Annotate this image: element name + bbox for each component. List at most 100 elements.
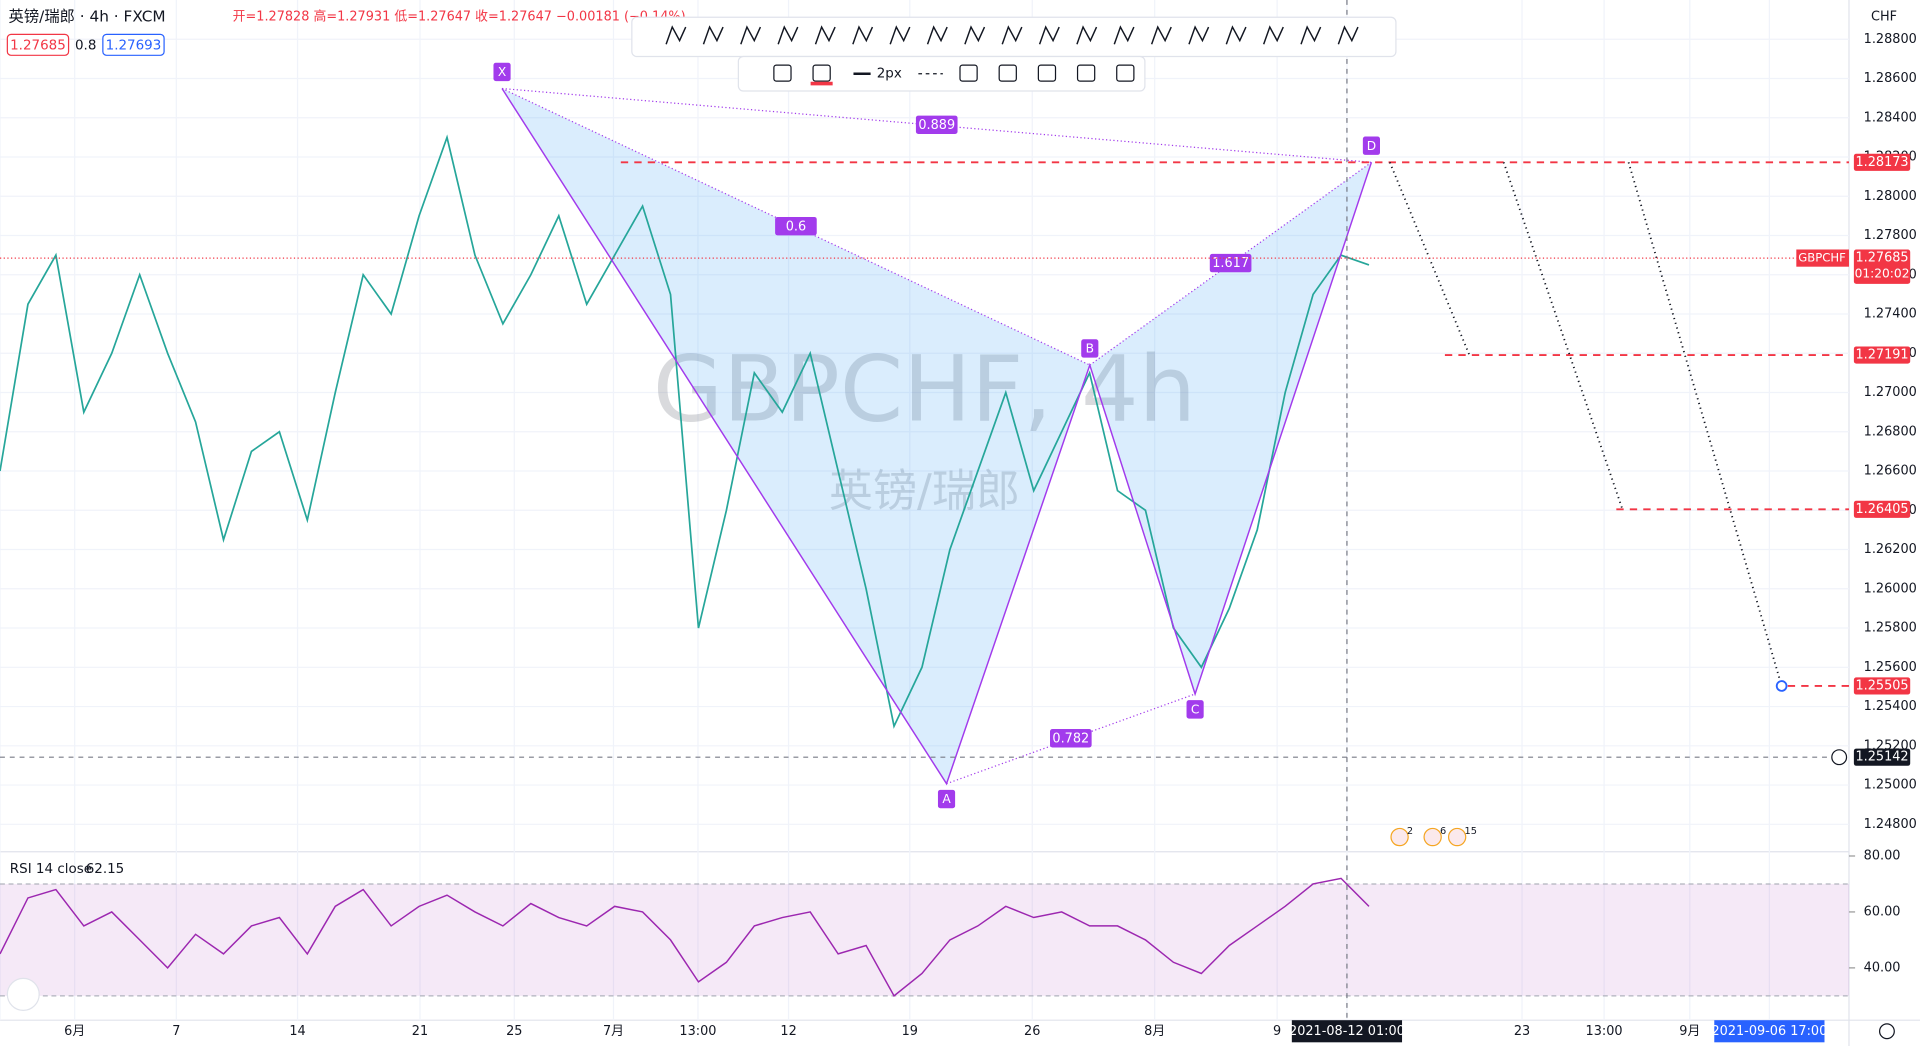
tool-button[interactable] bbox=[1116, 64, 1135, 82]
tool-button[interactable] bbox=[1300, 25, 1322, 45]
ratio-label: 1.617 bbox=[1212, 256, 1249, 271]
line-width[interactable]: 2px bbox=[877, 66, 902, 82]
x-tick-label: 23 bbox=[1514, 1024, 1530, 1039]
level-tag bbox=[1853, 153, 1911, 171]
crosshair-plus[interactable] bbox=[1831, 749, 1848, 766]
x-highlight-bg bbox=[1291, 1020, 1403, 1043]
y-tick-label: 1.28400 bbox=[1864, 110, 1917, 125]
target-handle[interactable] bbox=[1775, 680, 1788, 692]
event-icon[interactable] bbox=[1447, 827, 1467, 847]
tool-button[interactable] bbox=[1188, 25, 1210, 45]
point-badge bbox=[1186, 700, 1204, 719]
event-icon[interactable] bbox=[1423, 827, 1442, 847]
y-tick-label: 1.26000 bbox=[1864, 581, 1917, 596]
x-highlight: 2021-08-12 01:00 bbox=[1289, 1024, 1405, 1039]
ratio-label: 0.782 bbox=[1052, 731, 1089, 746]
rsi-tick-label: 40.00 bbox=[1864, 960, 1901, 975]
y-tick-label: 1.25600 bbox=[1864, 660, 1917, 675]
y-tick-label: 1.25800 bbox=[1864, 621, 1917, 636]
ohlc: 开=1.27828 高=1.27931 低=1.27647 收=1.27647 … bbox=[233, 9, 686, 25]
event-icon[interactable] bbox=[1390, 827, 1409, 847]
settings[interactable] bbox=[1878, 1023, 1895, 1040]
point-label: B bbox=[1086, 342, 1094, 356]
x-tick-label: 21 bbox=[412, 1024, 428, 1039]
tool-button[interactable] bbox=[702, 25, 724, 45]
symbol[interactable]: 英镑/瑞郎 · 4h · FXCM bbox=[9, 8, 166, 26]
y-tick-label: 1.26800 bbox=[1864, 424, 1917, 439]
x-highlight: 2021-09-06 17:00 bbox=[1711, 1024, 1827, 1039]
tool-button[interactable] bbox=[777, 25, 799, 45]
x-tick-label: 7月 bbox=[603, 1024, 624, 1039]
rsi-band bbox=[0, 883, 1849, 996]
y-tick-label: 1.24800 bbox=[1864, 817, 1917, 832]
ratio-badge bbox=[1050, 729, 1092, 748]
point-label: D bbox=[1367, 139, 1376, 153]
level-label: 1.27191 bbox=[1855, 348, 1908, 363]
rsi-line bbox=[0, 877, 1370, 997]
tv-logo bbox=[6, 977, 40, 1011]
tool-button[interactable] bbox=[1038, 25, 1060, 45]
x-tick-label: 13:00 bbox=[1586, 1024, 1623, 1039]
watermark-sub: 英镑/瑞郎 bbox=[829, 466, 1020, 517]
price-line bbox=[0, 134, 1370, 729]
tool-button[interactable] bbox=[1225, 25, 1247, 45]
y-tick-label: 1.25400 bbox=[1864, 699, 1917, 714]
x-tick-label: 9月 bbox=[1679, 1024, 1700, 1039]
pattern-xab bbox=[502, 88, 1090, 784]
tool-button[interactable] bbox=[889, 25, 911, 45]
ratio-line bbox=[501, 87, 1091, 366]
point-badge bbox=[1081, 339, 1099, 358]
tool-button[interactable] bbox=[1150, 25, 1172, 45]
y-tick-label: 1.26200 bbox=[1864, 542, 1917, 557]
tool-button[interactable] bbox=[812, 64, 831, 82]
y-tick-label: 1.26600 bbox=[1864, 464, 1917, 479]
point-label: C bbox=[1191, 702, 1200, 716]
y-tick-label: 1.27800 bbox=[1864, 228, 1917, 243]
tool-button[interactable] bbox=[1262, 25, 1284, 45]
tool-button[interactable] bbox=[998, 64, 1017, 82]
rsi-tick-label: 80.00 bbox=[1864, 848, 1901, 863]
tool-button[interactable] bbox=[1113, 25, 1135, 45]
crosshair-label: 1.25142 bbox=[1855, 750, 1908, 765]
tool-button[interactable] bbox=[926, 25, 948, 45]
x-tick-label: 26 bbox=[1024, 1024, 1040, 1039]
y-tick-label: 1.28000 bbox=[1864, 189, 1917, 204]
tool-button[interactable] bbox=[1037, 64, 1057, 82]
tool-button[interactable] bbox=[773, 64, 792, 82]
y-tick-label: 1.25000 bbox=[1864, 778, 1917, 793]
point-label: X bbox=[498, 65, 507, 79]
ratio-badge bbox=[915, 115, 958, 135]
point-badge bbox=[937, 789, 956, 809]
currency[interactable]: CHF bbox=[1871, 10, 1897, 25]
price-tag: GBPCHF bbox=[1798, 251, 1846, 265]
x-tick-label: 7 bbox=[172, 1024, 180, 1039]
tool-button[interactable] bbox=[740, 25, 762, 45]
tool-button[interactable] bbox=[665, 25, 687, 45]
tool-button[interactable] bbox=[1001, 25, 1023, 45]
ask-box[interactable] bbox=[102, 33, 165, 56]
tool-button[interactable] bbox=[964, 25, 986, 45]
point-badge bbox=[493, 62, 511, 82]
level-tag bbox=[1853, 677, 1911, 695]
tool-button[interactable] bbox=[1076, 25, 1098, 45]
level-tag bbox=[1853, 500, 1911, 518]
level-label: 1.28173 bbox=[1855, 155, 1908, 170]
bid-box[interactable] bbox=[6, 33, 70, 56]
tool-button[interactable] bbox=[959, 64, 978, 82]
rsi-label: RSI 14 close bbox=[10, 861, 92, 877]
ratio-label: 0.6 bbox=[786, 219, 806, 234]
tool-button[interactable] bbox=[1076, 64, 1096, 82]
event-count: 6 bbox=[1440, 826, 1446, 837]
projection-arrow bbox=[1502, 162, 1624, 510]
spread: 0.8 bbox=[75, 37, 96, 53]
tool-button[interactable] bbox=[814, 25, 836, 45]
point-badge bbox=[1362, 136, 1380, 155]
tool-button[interactable] bbox=[852, 25, 874, 45]
event-count: 15 bbox=[1464, 826, 1476, 837]
y-tick-label: 1.27400 bbox=[1864, 307, 1917, 322]
crosshair-tag bbox=[1853, 748, 1911, 766]
y-tick-label: 1.28800 bbox=[1864, 32, 1917, 47]
tool-button[interactable] bbox=[1337, 25, 1359, 45]
bid: 1.27685 bbox=[10, 37, 66, 53]
countdown: 01:20:02 bbox=[1855, 267, 1910, 281]
